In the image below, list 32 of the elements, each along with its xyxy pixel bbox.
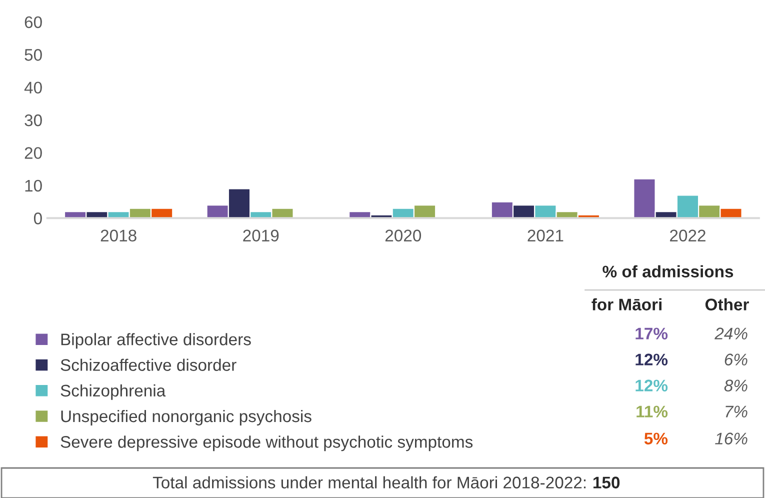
legend-label: Severe depressive episode without psychotic symptoms [60, 436, 473, 452]
text: Total admissions under mental health for Māori 2018-2022: [152, 476, 586, 488]
text: Other [705, 298, 749, 310]
text: 5% [644, 432, 668, 444]
legend-label: Schizophrenia [60, 384, 166, 400]
text: 11% [636, 406, 668, 418]
legend-label: Bipolar affective disorders [61, 333, 251, 349]
text: 17% [636, 328, 668, 340]
legend-label: Schizoaffective disorder [60, 358, 236, 371]
x-tick-label: 2019 [243, 230, 279, 242]
text: 8% [724, 380, 748, 392]
y-tick-label: 50 [24, 49, 42, 61]
legend-label: Unspecified nonorganic psychosis [61, 410, 312, 426]
text: 6% [724, 354, 748, 366]
text: for Māori [592, 298, 662, 310]
y-tick-label: 0 [34, 212, 42, 224]
text: 7% [726, 406, 748, 418]
y-tick-label: 60 [24, 16, 42, 28]
text: 16% [715, 432, 748, 444]
text: % of admissions [602, 265, 734, 278]
text: 150 [593, 476, 620, 488]
text: 24% [714, 328, 748, 340]
text: 12% [636, 380, 668, 392]
y-tick-label: 20 [24, 147, 42, 159]
x-tick-label: 2022 [670, 230, 706, 242]
x-tick-label: 2018 [100, 230, 136, 242]
text: 12% [636, 354, 668, 366]
y-tick-label: 10 [25, 180, 42, 192]
x-tick-label: 2020 [385, 230, 422, 242]
y-tick-label: 40 [24, 82, 42, 94]
x-tick-label: 2021 [528, 230, 564, 242]
y-tick-label: 30 [24, 114, 42, 126]
